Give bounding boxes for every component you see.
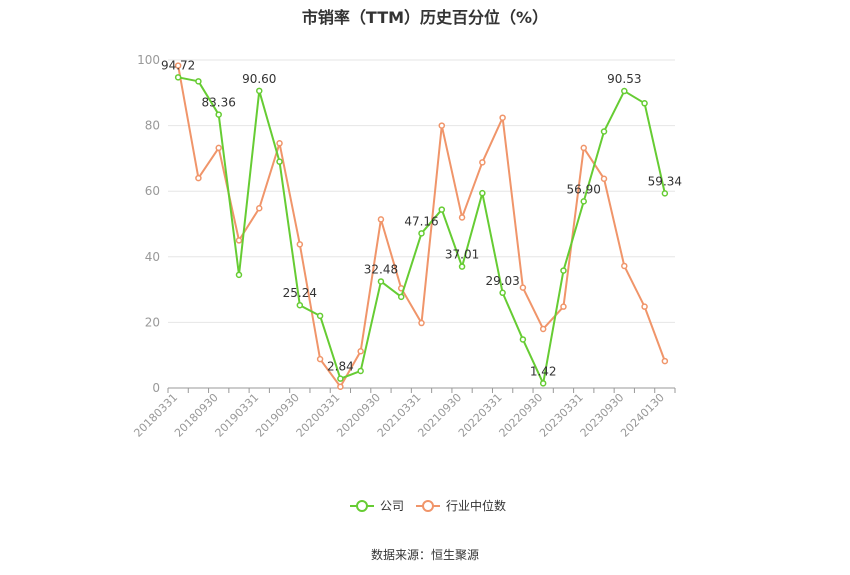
data-point[interactable] [458, 263, 466, 270]
y-tick-label: 40 [145, 250, 160, 264]
data-point[interactable] [174, 74, 182, 81]
data-point[interactable] [580, 198, 587, 205]
data-point[interactable] [641, 100, 648, 107]
source-note: 数据来源：恒生聚源 [370, 548, 479, 562]
legend-label: 公司 [380, 499, 404, 513]
data-point[interactable] [397, 293, 405, 301]
data-point[interactable] [276, 140, 283, 147]
x-axis: 2018033120180930201903312019093020200331… [131, 387, 676, 440]
data-point[interactable] [418, 319, 425, 327]
data-point[interactable] [499, 114, 506, 121]
data-point[interactable] [479, 189, 486, 197]
data-point[interactable] [560, 267, 567, 274]
data-point[interactable] [438, 206, 446, 213]
y-tick-label: 20 [145, 315, 160, 329]
data-point[interactable] [256, 205, 263, 212]
legend-item-company[interactable]: 公司 [350, 499, 404, 513]
data-label: 90.53 [607, 72, 641, 86]
data-point[interactable] [519, 284, 527, 291]
data-point[interactable] [235, 271, 243, 279]
data-point[interactable] [276, 158, 283, 165]
data-point[interactable] [458, 214, 466, 221]
legend-marker [422, 500, 434, 512]
data-point[interactable] [499, 289, 506, 297]
data-point[interactable] [418, 230, 425, 237]
data-point[interactable] [539, 380, 547, 387]
data-label: 56.90 [567, 182, 601, 196]
y-tick-label: 60 [145, 184, 160, 198]
y-tick-label: 80 [145, 119, 160, 133]
data-labels: 94.72 83.36 90.60 25.24 2.84 32.48 47.16 37.01 2… [161, 58, 682, 378]
data-point[interactable] [357, 367, 364, 375]
data-point[interactable] [316, 312, 324, 320]
data-point[interactable] [661, 357, 669, 365]
x-tick-label: 20240130 [618, 391, 667, 440]
data-point[interactable] [438, 122, 446, 129]
y-axis: 0 20 40 60 80 100 [137, 53, 160, 395]
legend-marker [356, 500, 368, 512]
data-label: 90.60 [242, 72, 276, 86]
chart-title: 市销率（TTM）历史百分位（%） [301, 8, 549, 27]
data-point[interactable] [296, 241, 304, 248]
series-company [174, 74, 669, 387]
data-point[interactable] [174, 62, 182, 69]
data-label: 29.03 [485, 274, 519, 288]
data-label: 32.48 [364, 262, 398, 276]
legend[interactable]: 公司 行业中位数 [350, 498, 506, 513]
data-point[interactable] [560, 303, 567, 310]
y-tick-label: 100 [137, 53, 160, 67]
data-point[interactable] [316, 355, 324, 363]
data-point[interactable] [641, 303, 648, 310]
data-point[interactable] [377, 216, 385, 223]
data-point[interactable] [580, 144, 587, 152]
legend-label: 行业中位数 [446, 498, 506, 513]
data-point[interactable] [621, 87, 628, 95]
data-point[interactable] [479, 159, 486, 166]
data-label: 2.84 [327, 360, 354, 374]
data-point[interactable] [256, 87, 263, 95]
y-tick-label: 0 [152, 381, 160, 395]
data-point[interactable] [621, 262, 628, 270]
series-industry-median [174, 62, 669, 390]
data-point[interactable] [337, 375, 344, 382]
data-label: 83.36 [202, 96, 236, 110]
data-point[interactable] [337, 383, 344, 390]
data-point[interactable] [377, 278, 385, 285]
data-label: 1.42 [530, 364, 557, 378]
data-point[interactable] [600, 128, 608, 135]
series-layer [174, 62, 669, 390]
data-label: 47.16 [404, 214, 438, 228]
data-point[interactable] [600, 175, 608, 182]
data-point[interactable] [296, 301, 304, 309]
data-point[interactable] [215, 144, 222, 152]
data-point[interactable] [195, 78, 202, 85]
data-label: 25.24 [283, 286, 317, 300]
data-point[interactable] [519, 336, 527, 343]
data-point[interactable] [539, 325, 547, 333]
data-point[interactable] [661, 190, 669, 197]
legend-item-industry-median[interactable]: 行业中位数 [416, 498, 506, 513]
data-label: 59.34 [648, 174, 682, 188]
data-point[interactable] [215, 111, 222, 118]
data-point[interactable] [357, 348, 364, 355]
data-point[interactable] [235, 237, 243, 244]
data-label: 94.72 [161, 58, 195, 72]
data-point[interactable] [195, 174, 202, 182]
data-label: 37.01 [445, 248, 479, 262]
